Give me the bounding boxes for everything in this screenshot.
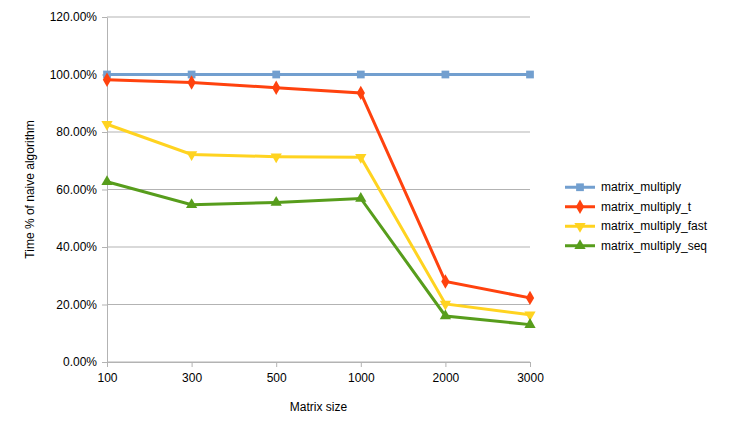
series-marker [187,75,195,89]
x-tick-mark [445,362,446,367]
x-tick-mark [276,362,277,367]
series-marker [442,71,450,79]
series-marker [355,192,366,202]
series-line [107,80,530,298]
legend-symbol [574,239,585,249]
grid-line [107,189,530,190]
series-marker [271,153,282,163]
x-tick-label: 100 [97,371,117,385]
legend-label: matrix_multiply_fast [601,219,708,233]
series-marker [186,151,197,161]
series-line [107,182,530,325]
legend-entry: matrix_multiply [565,180,681,194]
x-tick-mark [530,362,531,367]
series-marker [526,71,534,79]
x-axis-line [108,362,531,363]
y-tick-label: 40.00% [56,240,97,254]
x-tick: 1000 [348,362,375,385]
grid-line [107,247,530,248]
y-tick-label: 0.00% [63,355,97,369]
y-tick-label: 120.00% [50,10,98,24]
series-marker [103,72,111,86]
y-tick-label: 60.00% [56,183,97,197]
x-tick: 500 [267,362,287,385]
legend-symbol [574,223,585,233]
series-marker [271,196,282,206]
y-tick-mark [102,247,107,248]
legend-label: matrix_multiply_seq [601,239,707,253]
series-group [101,71,535,328]
x-tick: 2000 [433,362,460,385]
y-tick: 40.00% [56,240,107,254]
grid-line [107,304,530,305]
y-tick-mark [102,362,107,363]
x-tick-label: 500 [267,371,287,385]
series-marker [272,81,280,95]
series-marker [441,274,449,288]
series-marker [186,198,197,208]
series-marker [526,291,534,305]
series-marker [101,175,112,185]
grid-line [107,362,530,363]
legend-label: matrix_multiply_t [601,200,692,214]
y-tick-label: 80.00% [56,125,97,139]
y-tick-label: 100.00% [50,68,98,82]
series-marker [101,121,112,131]
y-axis-title: Time % of naive algorithm [23,120,37,258]
plot: 0.00% 20.00% 40.00% 60.00% 80.00% 100.00% 120.… [50,10,545,384]
x-tick-mark [192,362,193,367]
series-marker [357,71,365,79]
y-axis-line [107,18,108,363]
x-tick-mark [107,362,108,367]
series-line [107,124,530,315]
grid [107,17,530,362]
grid-line [107,132,530,133]
x-axis-title: Matrix size [290,400,348,414]
series-marker [357,86,365,100]
y-axis: 0.00% 20.00% 40.00% 60.00% 80.00% 100.00% 120.… [50,10,108,369]
x-axis: 100 300 500 1000 2000 3000 [97,362,544,385]
x-tick-label: 3000 [517,371,544,385]
y-tick: 0.00% [63,355,107,369]
y-tick-label: 20.00% [56,298,97,312]
series-line [107,73,530,76]
legend-symbol [576,200,584,214]
y-tick: 120.00% [50,10,107,24]
legend: matrix_multiply matrix_multiply_t matrix_m… [565,180,708,253]
legend-symbol [576,183,584,191]
x-tick-label: 1000 [348,371,375,385]
y-tick: 80.00% [56,125,107,139]
x-tick-label: 300 [182,371,202,385]
legend-entry: matrix_multiply_fast [565,219,708,233]
y-tick-mark [102,132,107,133]
x-tick-mark [361,362,362,367]
y-tick-mark [102,305,107,306]
y-tick: 20.00% [56,298,107,312]
y-tick: 60.00% [56,183,107,197]
x-tick-label: 2000 [433,371,460,385]
x-tick: 300 [182,362,202,385]
y-tick-mark [102,190,107,191]
y-tick-mark [102,17,107,18]
legend-entry: matrix_multiply_seq [565,239,707,253]
series-marker [524,318,535,328]
legend-label: matrix_multiply [601,180,681,194]
x-tick: 100 [97,362,117,385]
chart: 0.00% 20.00% 40.00% 60.00% 80.00% 100.00% 120.… [0,0,733,433]
series-marker [440,309,451,319]
series-marker [272,71,280,79]
grid-line [107,74,530,75]
y-tick: 100.00% [50,68,107,82]
legend-entry: matrix_multiply_t [565,200,692,214]
x-tick: 3000 [517,362,544,385]
series-marker [355,154,366,164]
grid-line [107,17,530,18]
